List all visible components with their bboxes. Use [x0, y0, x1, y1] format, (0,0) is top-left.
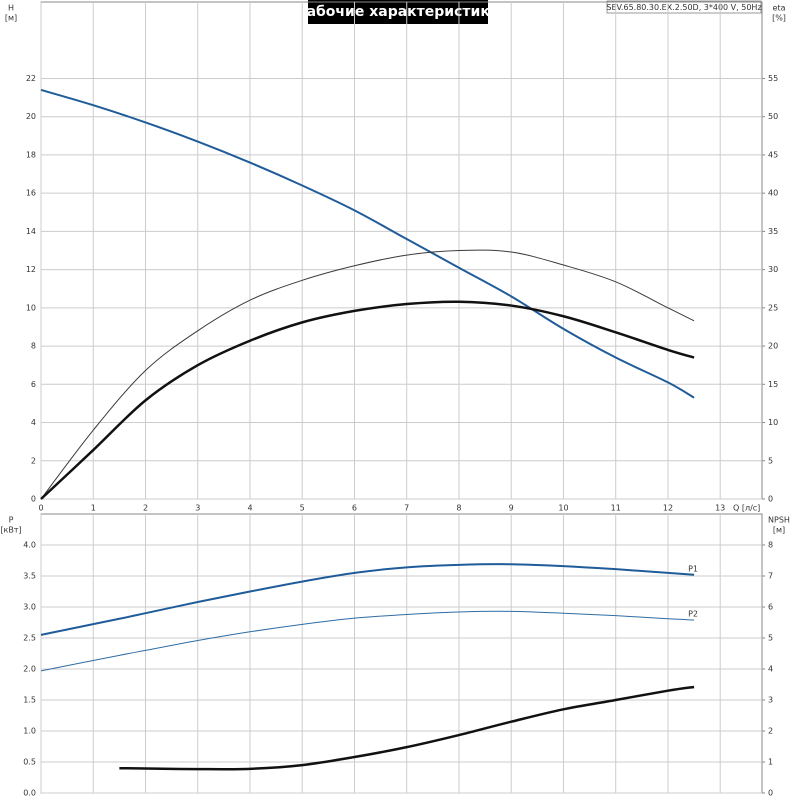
y2-tick-label: 40 — [768, 189, 778, 198]
y-tick-label: 4 — [31, 418, 36, 427]
y2-tick-label: 8 — [768, 541, 773, 550]
plot-area — [40, 513, 763, 794]
chart-subtitle: SEV.65.80.30.EX.2.50D, 3*400 V, 50Hz — [606, 3, 761, 12]
y-tick-label: 3.5 — [23, 572, 36, 581]
x-tick-label: 13 — [715, 504, 725, 513]
x-tick-label: 7 — [404, 504, 409, 513]
y-tick-label: 0.0 — [23, 789, 36, 798]
series-line — [40, 300, 695, 500]
y-axis-label: P — [9, 516, 14, 525]
y2-tick-label: 15 — [768, 380, 778, 389]
y2-axis-label: eta — [773, 4, 786, 13]
y-axis-label: H — [8, 4, 14, 13]
y-tick-label: 4.0 — [23, 541, 36, 550]
y2-tick-label: 45 — [768, 150, 778, 159]
y-axis-label: [кВт] — [0, 526, 21, 535]
series-label: P2 — [688, 610, 698, 619]
series-line — [40, 610, 695, 672]
x-tick-label: 12 — [663, 504, 673, 513]
x-tick-label: 5 — [300, 504, 305, 513]
y2-tick-label: 5 — [768, 634, 773, 643]
y-tick-label: 16 — [26, 189, 36, 198]
x-tick-label: 2 — [143, 504, 148, 513]
y-tick-label: 0 — [31, 495, 36, 504]
x-tick-label: 6 — [352, 504, 357, 513]
title-box — [308, 0, 488, 24]
y2-axis-label: NPSH — [768, 516, 790, 525]
y-tick-label: 6 — [31, 380, 36, 389]
y2-tick-label: 25 — [768, 303, 778, 312]
y2-tick-label: 35 — [768, 227, 778, 236]
x-tick-label: 4 — [247, 504, 252, 513]
x-tick-label: 0 — [38, 504, 43, 513]
y2-tick-label: 7 — [768, 572, 773, 581]
y2-tick-label: 0 — [768, 495, 773, 504]
y-tick-label: 1.0 — [23, 727, 36, 736]
y2-axis-label: [%] — [772, 14, 786, 23]
y-tick-label: 0.5 — [23, 758, 36, 767]
y-tick-label: 2 — [31, 456, 36, 465]
y2-tick-label: 20 — [768, 342, 778, 351]
x-tick-label: 10 — [558, 504, 568, 513]
x-axis-label: Q [л/с] — [733, 504, 760, 513]
y2-tick-label: 50 — [768, 112, 778, 121]
y2-tick-label: 4 — [768, 665, 773, 674]
series-line — [119, 685, 695, 771]
y2-axis-label: [м] — [773, 526, 785, 535]
series-label: P1 — [688, 564, 698, 573]
y2-tick-label: 5 — [768, 456, 773, 465]
x-tick-label: 8 — [456, 504, 461, 513]
y-tick-label: 22 — [26, 74, 36, 83]
y-tick-label: 14 — [26, 227, 36, 236]
y-axis-label: [м] — [5, 14, 17, 23]
y2-tick-label: 30 — [768, 265, 778, 274]
x-tick-label: 9 — [509, 504, 514, 513]
y2-tick-label: 6 — [768, 603, 773, 612]
y-tick-label: 3.0 — [23, 603, 36, 612]
y2-tick-label: 2 — [768, 727, 773, 736]
y-tick-label: 18 — [26, 150, 36, 159]
y-tick-label: 2.5 — [23, 634, 36, 643]
chart-title: Рабочие характеристики — [296, 4, 499, 20]
y-tick-label: 12 — [26, 265, 36, 274]
y-tick-label: 8 — [31, 342, 36, 351]
series-line — [40, 249, 695, 500]
y2-tick-label: 10 — [768, 418, 778, 427]
y-tick-label: 2.0 — [23, 665, 36, 674]
y-tick-label: 10 — [26, 303, 36, 312]
y-tick-label: 1.5 — [23, 696, 36, 705]
y2-tick-label: 1 — [768, 758, 773, 767]
plot-area — [40, 1, 763, 500]
y2-tick-label: 0 — [768, 789, 773, 798]
y2-tick-label: 3 — [768, 696, 773, 705]
x-tick-label: 11 — [611, 504, 621, 513]
series-line — [40, 563, 695, 636]
series-line — [40, 88, 695, 399]
x-tick-label: 1 — [91, 504, 96, 513]
y-tick-label: 20 — [26, 112, 36, 121]
subtitle-box — [606, 0, 762, 14]
x-tick-label: 3 — [195, 504, 200, 513]
y2-tick-label: 55 — [768, 74, 778, 83]
